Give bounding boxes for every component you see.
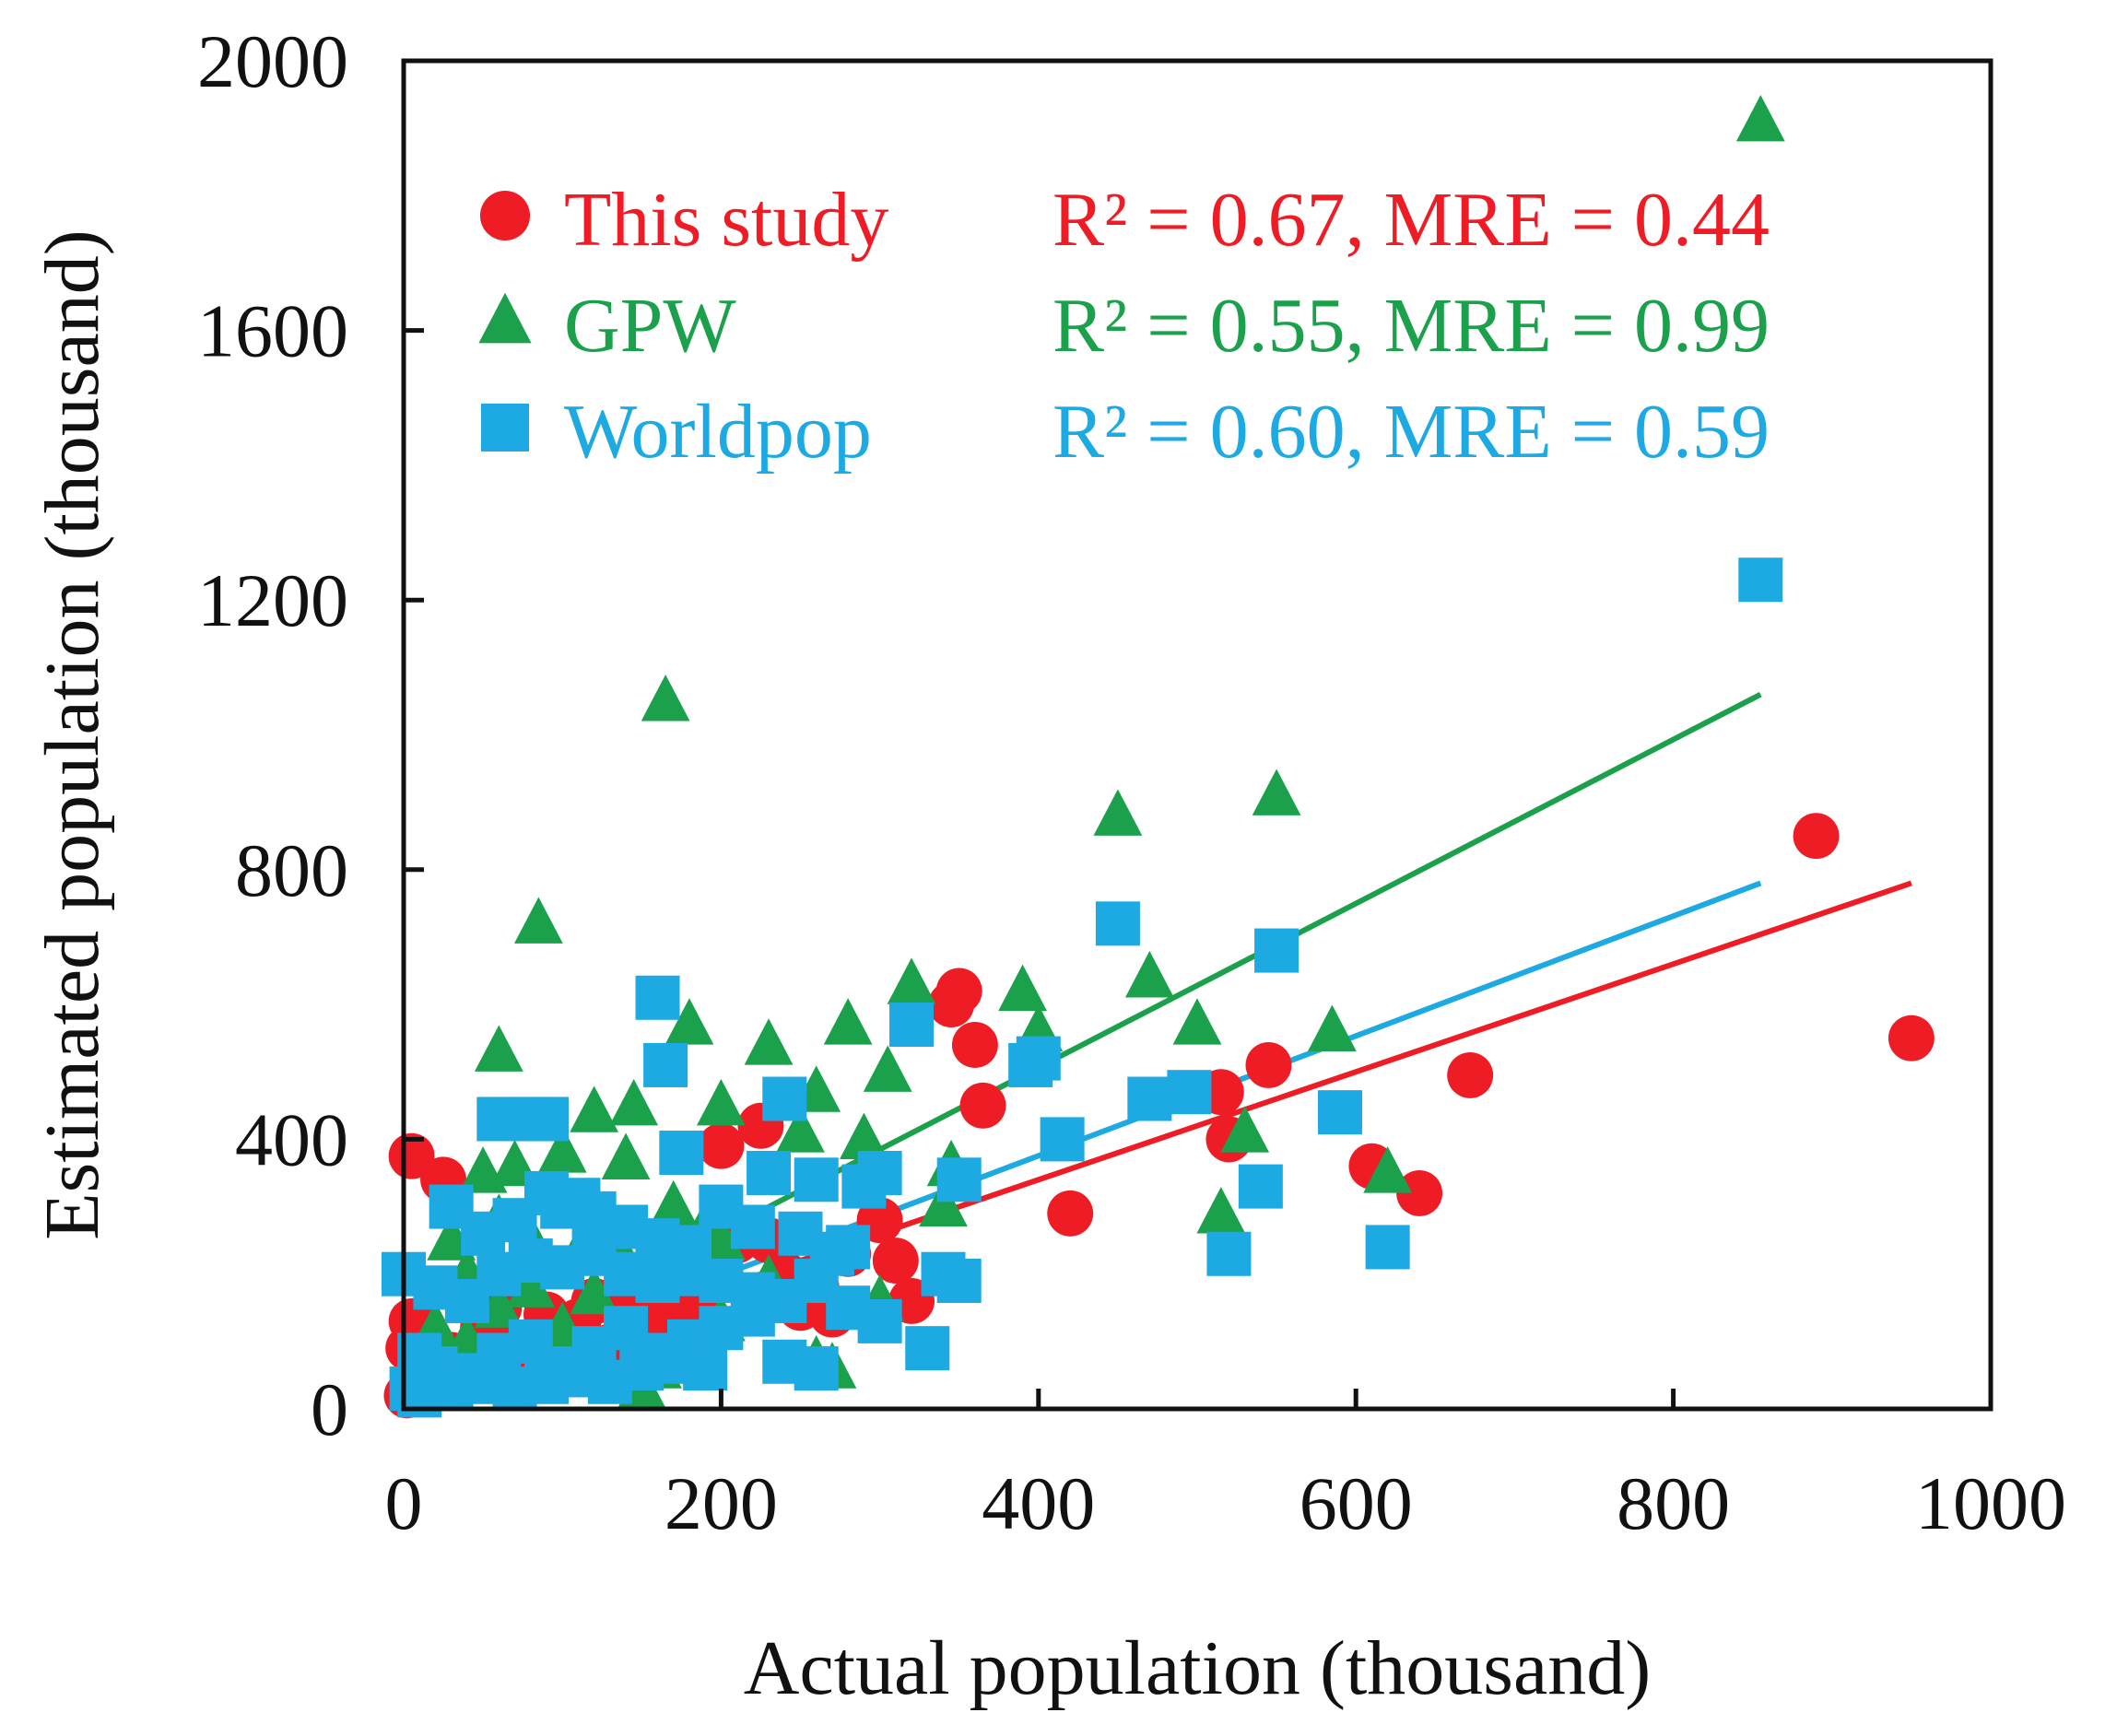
- data-point-worldpop: [1016, 1036, 1061, 1081]
- data-point-worldpop: [523, 1097, 569, 1142]
- data-point-gpw: [537, 1126, 587, 1173]
- data-point-worldpop: [730, 1292, 775, 1337]
- data-point-worldpop: [857, 1298, 902, 1343]
- data-point-worldpop: [730, 1204, 775, 1249]
- data-point-worldpop: [1317, 1090, 1362, 1135]
- data-point-gpw: [1735, 95, 1785, 142]
- data-point-gpw: [641, 674, 690, 721]
- legend-marker-this-study: [479, 190, 531, 241]
- data-point-worldpop: [936, 1259, 982, 1304]
- data-point-worldpop: [794, 1157, 839, 1202]
- data-point-gpw: [697, 1079, 746, 1126]
- x-tick-label: 800: [1617, 1461, 1730, 1545]
- legend: This study R² = 0.67, MRE = 0.44 GPW R² = 0…: [478, 177, 1770, 475]
- data-point-this-study: [388, 1132, 435, 1179]
- legend-stats-this-study: R² = 0.67, MRE = 0.44: [1052, 177, 1770, 263]
- data-point-worldpop: [1365, 1225, 1410, 1270]
- data-point-worldpop: [659, 1131, 704, 1176]
- data-point-worldpop: [857, 1150, 902, 1195]
- data-point-this-study: [935, 968, 982, 1015]
- legend-stats-gpw: R² = 0.55, MRE = 0.99: [1052, 283, 1770, 369]
- data-point-this-study: [951, 1022, 998, 1068]
- data-point-worldpop: [683, 1346, 728, 1391]
- y-tick-label: 400: [235, 1097, 348, 1181]
- data-point-this-study: [1396, 1169, 1443, 1216]
- data-point-this-study: [698, 1122, 745, 1169]
- y-tick-label: 1600: [197, 289, 348, 373]
- x-tick-label: 400: [982, 1461, 1095, 1545]
- data-point-gpw: [1124, 951, 1174, 998]
- data-point-this-study: [1245, 1041, 1292, 1088]
- tick-layer: [401, 58, 1993, 1412]
- data-point-gpw: [863, 1045, 912, 1092]
- y-tick-label: 1200: [197, 558, 348, 642]
- data-point-gpw: [823, 998, 873, 1045]
- data-point-gpw: [887, 957, 936, 1004]
- data-point-worldpop: [1206, 1231, 1252, 1276]
- legend-marker-worldpop: [481, 404, 529, 452]
- data-point-worldpop: [794, 1346, 839, 1391]
- data-point-gpw: [513, 897, 563, 944]
- x-tick-label: 200: [664, 1461, 778, 1545]
- data-point-gpw: [998, 964, 1047, 1012]
- data-point-worldpop: [747, 1150, 792, 1195]
- data-point-worldpop: [1254, 928, 1299, 973]
- data-point-this-study: [1047, 1190, 1094, 1237]
- data-point-gpw: [776, 1106, 825, 1153]
- y-tick-label: 2000: [197, 19, 348, 103]
- data-point-gpw: [570, 1085, 619, 1132]
- data-point-worldpop: [643, 1042, 688, 1087]
- data-point-gpw: [1093, 789, 1143, 836]
- data-point-gpw: [649, 1179, 699, 1227]
- data-point-gpw: [1363, 1146, 1413, 1193]
- data-point-this-study: [1887, 1015, 1934, 1062]
- data-point-gpw: [1252, 768, 1301, 815]
- x-tick-label: 1000: [1915, 1461, 2066, 1545]
- data-point-gpw: [839, 1112, 888, 1159]
- data-point-gpw: [609, 1079, 659, 1126]
- data-point-gpw: [1307, 1004, 1357, 1051]
- x-tick-label: 600: [1299, 1461, 1413, 1545]
- data-point-worldpop: [1095, 901, 1140, 946]
- data-point-worldpop: [1238, 1164, 1283, 1209]
- data-point-gpw: [1196, 1187, 1246, 1234]
- data-point-gpw: [1220, 1106, 1270, 1153]
- data-point-gpw: [664, 998, 714, 1045]
- data-point-worldpop: [762, 1076, 807, 1121]
- data-point-gpw: [570, 1267, 619, 1315]
- data-point-worldpop: [1127, 1076, 1172, 1121]
- data-point-this-study: [1447, 1051, 1494, 1098]
- legend-marker-gpw: [478, 292, 532, 344]
- y-axis-title: Estimated population (thousand): [29, 229, 115, 1239]
- data-point-worldpop: [1167, 1070, 1212, 1115]
- x-tick-label: 0: [385, 1461, 423, 1545]
- data-point-worldpop: [635, 975, 680, 1020]
- y-tick-label: 800: [235, 828, 348, 912]
- data-point-this-study: [1793, 813, 1840, 860]
- legend-label-this-study: This study: [564, 177, 888, 263]
- data-point-gpw: [919, 1179, 968, 1227]
- legend-label-worldpop: Worldpop: [564, 389, 872, 475]
- x-axis-title: Actual population (thousand): [744, 1625, 1651, 1711]
- legend-label-gpw: GPW: [564, 283, 736, 369]
- data-point-worldpop: [889, 1003, 935, 1048]
- tick-label-layer: 0 200 400 600 800 1000 0 400 800 1200 1600 2000: [197, 19, 2066, 1545]
- data-point-this-study: [959, 1082, 1006, 1129]
- data-point-gpw: [744, 1018, 794, 1065]
- data-point-gpw: [474, 1025, 523, 1072]
- data-point-gpw: [601, 1132, 651, 1179]
- data-point-gpw: [1172, 998, 1222, 1045]
- data-point-this-study: [872, 1237, 919, 1284]
- data-point-worldpop: [905, 1326, 950, 1371]
- legend-stats-worldpop: R² = 0.60, MRE = 0.59: [1052, 389, 1770, 475]
- y-tick-label: 0: [311, 1367, 348, 1451]
- plot-frame: [401, 58, 1993, 1412]
- data-point-worldpop: [936, 1157, 982, 1202]
- data-point-worldpop: [1738, 557, 1783, 603]
- data-point-worldpop: [1040, 1117, 1085, 1162]
